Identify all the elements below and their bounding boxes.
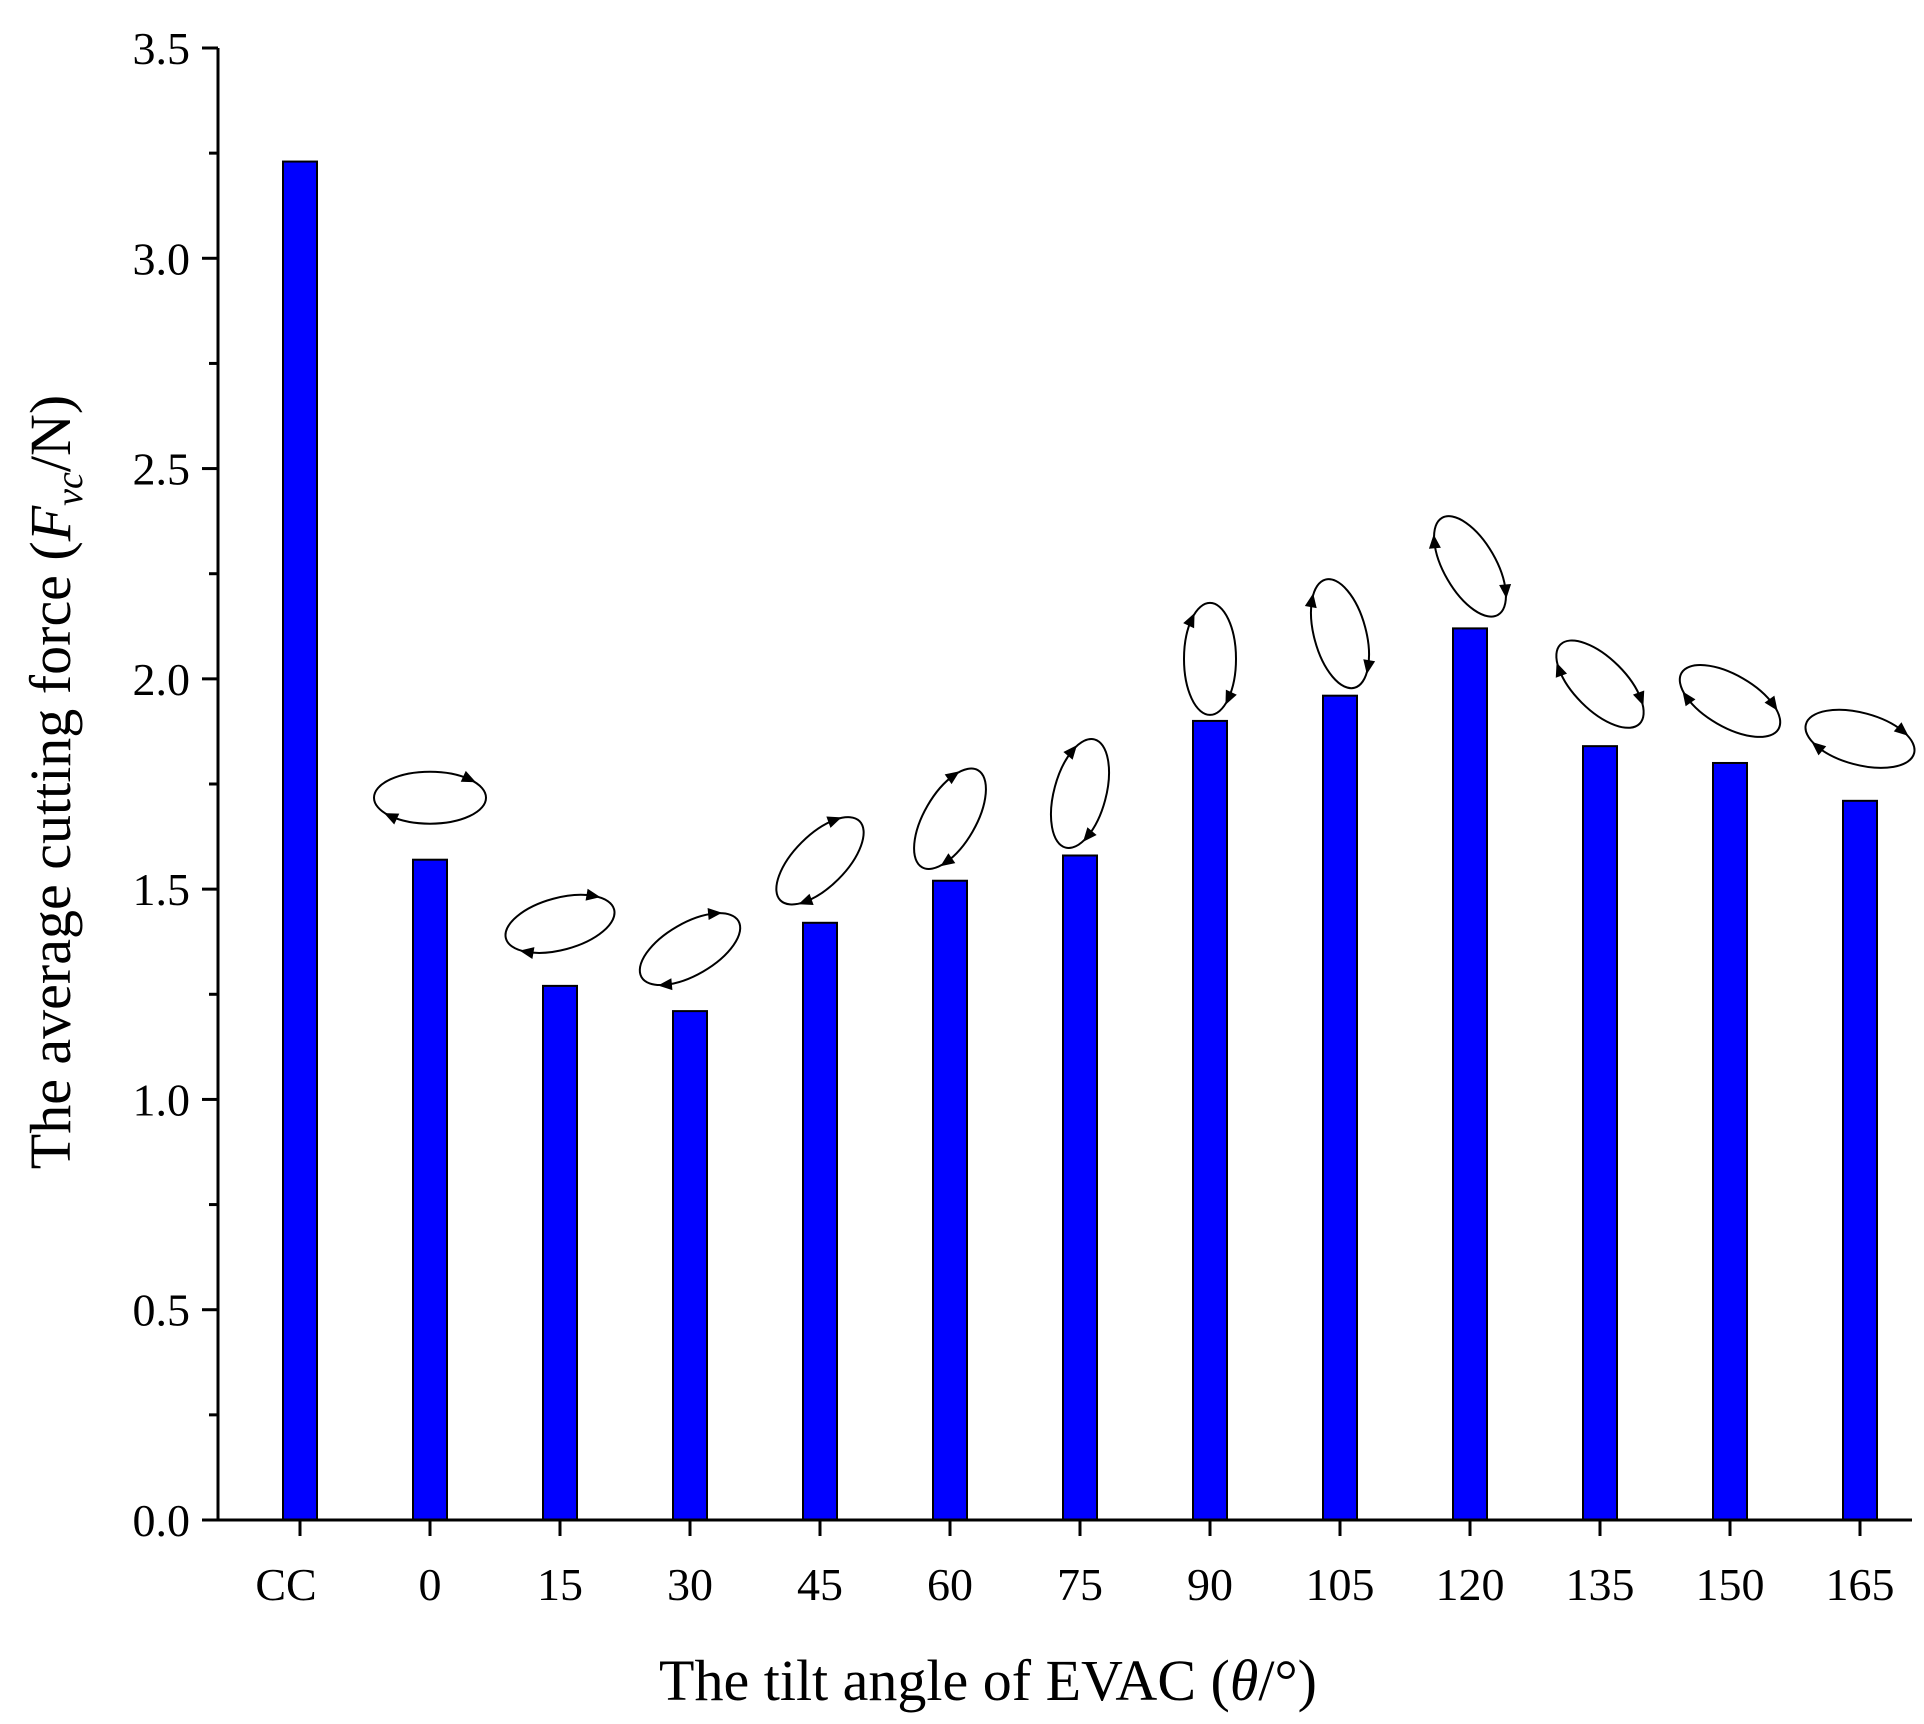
x-tick-label-150: 150: [1696, 1559, 1765, 1610]
x-tick-label-75: 75: [1057, 1559, 1103, 1610]
elliptical-trajectory-icon: [913, 767, 987, 870]
y-tick-label: 1.0: [133, 1074, 191, 1125]
axis-labels: The tilt angle of EVAC (θ/°) The average…: [18, 395, 1317, 1713]
elliptical-trajectory-icon: [1804, 708, 1916, 769]
arrowhead-icon: [1499, 583, 1512, 599]
arrowhead-icon: [944, 771, 960, 785]
bar-105: [1322, 694, 1358, 1521]
x-tick-label-120: 120: [1436, 1559, 1505, 1610]
bar-135: [1582, 745, 1618, 1521]
axes: 0.0 0.5 1.0 1.5 2.0 2.5 3.0 3.5 CC 0 15 30 45 60 75 90 1…: [133, 23, 1912, 1610]
bar-15: [542, 984, 578, 1521]
bar-90: [1192, 719, 1228, 1521]
elliptical-trajectory-icon: [775, 816, 865, 906]
trajectory-annotations: [373, 515, 1916, 991]
bar-60: [932, 879, 968, 1521]
arrowhead-icon: [1225, 689, 1237, 705]
y-tick-label: 3.0: [133, 233, 191, 284]
arrowhead-icon: [1811, 741, 1827, 756]
elliptical-trajectory-icon: [1678, 664, 1782, 738]
x-tick-label-90: 90: [1187, 1559, 1233, 1610]
x-tick-label-60: 60: [927, 1559, 973, 1610]
arrowhead-icon: [657, 978, 673, 991]
bars-layer: [282, 160, 1878, 1521]
elliptical-trajectory-icon: [504, 888, 616, 959]
y-tick-label: 2.0: [133, 654, 191, 705]
x-tick-label-CC: CC: [255, 1559, 316, 1610]
arrowhead-icon: [798, 893, 814, 906]
x-tick-label-165: 165: [1826, 1559, 1895, 1610]
elliptical-trajectory-icon: [1428, 515, 1512, 618]
bar-165: [1842, 799, 1878, 1521]
bar-120: [1452, 627, 1488, 1521]
x-tick-label-15: 15: [537, 1559, 583, 1610]
elliptical-trajectory-icon: [1555, 639, 1645, 729]
y-tick-label: 3.5: [133, 23, 191, 74]
elliptical-trajectory-icon: [1050, 737, 1110, 850]
elliptical-trajectory-icon: [638, 908, 742, 991]
elliptical-trajectory-icon: [1183, 601, 1237, 716]
arrowhead-icon: [1682, 691, 1696, 707]
x-tick-label-105: 105: [1306, 1559, 1375, 1610]
arrowhead-icon: [1428, 534, 1441, 549]
arrowhead-icon: [1183, 612, 1195, 629]
y-tick-label: 2.5: [133, 444, 191, 495]
bar-45: [802, 921, 838, 1521]
x-axis-title: The tilt angle of EVAC (θ/°): [659, 1648, 1317, 1713]
arrowhead-icon: [460, 770, 476, 783]
arrowhead-icon: [1555, 662, 1568, 678]
y-axis-title: The average cutting force (Fvc/N): [18, 395, 91, 1169]
arrowhead-icon: [519, 947, 535, 959]
x-tick-label-30: 30: [667, 1559, 713, 1610]
arrowhead-icon: [1764, 695, 1778, 711]
arrowhead-icon: [585, 888, 601, 901]
y-tick-label: 0.5: [133, 1285, 191, 1336]
bar-0: [412, 858, 448, 1521]
arrowhead-icon: [940, 853, 956, 867]
arrowhead-icon: [384, 813, 400, 825]
arrowhead-icon: [1893, 722, 1909, 736]
elliptical-trajectory-icon: [373, 770, 487, 825]
arrowhead-icon: [1083, 827, 1097, 842]
y-tick-label: 1.5: [133, 864, 191, 915]
bar-150: [1712, 761, 1748, 1521]
arrowhead-icon: [1304, 593, 1317, 609]
x-tick-label-135: 135: [1566, 1559, 1635, 1610]
bar-75: [1062, 854, 1098, 1521]
arrowhead-icon: [1063, 745, 1077, 760]
bar-CC: [282, 160, 318, 1521]
arrowhead-icon: [707, 908, 723, 920]
x-tick-label-45: 45: [797, 1559, 843, 1610]
y-tick-label: 0.0: [133, 1495, 191, 1546]
arrowhead-icon: [1632, 690, 1645, 706]
elliptical-trajectory-icon: [1304, 578, 1376, 690]
x-tick-label-0: 0: [419, 1559, 442, 1610]
arrowhead-icon: [826, 816, 842, 828]
bar-30: [672, 1010, 708, 1521]
arrowhead-icon: [1363, 659, 1376, 675]
